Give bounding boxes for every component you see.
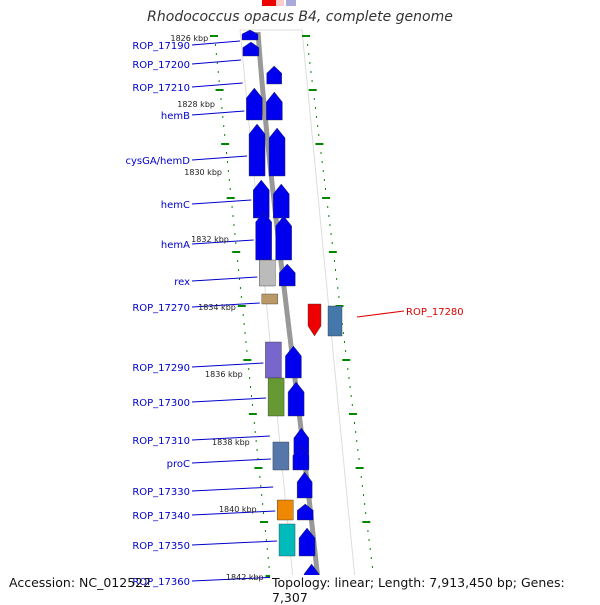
gene-feature	[246, 87, 263, 121]
gene-leader-line	[191, 199, 252, 205]
kbp-label: 1826 kbp	[171, 34, 209, 43]
kbp-label: 1834 kbp	[198, 303, 236, 312]
gene-leader-line	[191, 510, 276, 516]
gene-feature	[307, 303, 322, 337]
gene-label-text: ROP_17340	[132, 511, 190, 522]
gene-features	[241, 29, 343, 597]
gene-leader-line	[191, 486, 274, 492]
kbp-label: 1838 kbp	[212, 438, 250, 447]
kbp-label: 1830 kbp	[184, 168, 222, 177]
gene-leader-line	[191, 458, 271, 464]
gene-leader-line	[191, 110, 245, 116]
gene-leader-line	[191, 276, 258, 282]
gene-feature	[327, 305, 343, 337]
gene-label-text: hemB	[161, 111, 190, 122]
gene-leader-line	[191, 302, 260, 308]
gene-label-text: ROP_17350	[132, 541, 190, 552]
kbp-label: 1828 kbp	[177, 100, 215, 109]
gene-feature	[242, 41, 260, 57]
kbp-markers: 1826 kbp 1828 kbp 1830 kbp 1832 kbp 1834 kbp…	[171, 34, 264, 582]
gene-leader-line	[191, 397, 267, 403]
kbp-label: 1832 kbp	[191, 235, 229, 244]
gene-label-text: ROP_17290	[132, 363, 190, 374]
gene-feature	[296, 471, 313, 499]
gene-feature	[285, 345, 302, 379]
gene-label-text: ROP_17310	[132, 436, 190, 447]
genome-title: Rhodococcus opacus B4, complete genome	[147, 9, 453, 25]
gene-labels: ROP_17190 ROP_17200 ROP_17210 hemB cysGA/hem…	[125, 40, 464, 588]
gene-feature	[298, 527, 316, 557]
gene-leader-line	[191, 362, 264, 368]
gene-leader-line	[191, 82, 243, 88]
gene-label-text: proC	[167, 459, 190, 470]
gene-feature	[268, 127, 286, 177]
gene-feature	[266, 91, 283, 121]
gene-feature	[266, 65, 282, 85]
gene-feature	[277, 499, 294, 521]
gene-label-text: ROP_17270	[132, 303, 190, 314]
gene-label-text: ROP_17190	[132, 41, 190, 52]
gene-feature	[267, 377, 285, 417]
gene-label-text: ROP_17360	[132, 577, 190, 588]
gene-label-text: hemA	[161, 240, 190, 251]
gene-feature	[278, 523, 296, 557]
gene-feature	[297, 503, 314, 521]
gene-label-text: ROP_17200	[132, 60, 190, 71]
kbp-label: 1840 kbp	[219, 505, 257, 514]
gene-feature	[259, 259, 276, 287]
gene-feature	[273, 183, 290, 219]
gene-label-text: ROP_17280	[406, 307, 464, 318]
gene-leader-line	[191, 239, 254, 245]
gene-label-text: cysGA/hemD	[125, 156, 190, 167]
gene-feature	[253, 179, 270, 219]
gene-leader-line	[191, 59, 241, 65]
gene-feature	[241, 29, 259, 41]
gene-feature	[261, 293, 278, 305]
gene-feature	[272, 441, 290, 471]
gene-feature	[279, 263, 296, 287]
gene-feature	[265, 341, 282, 379]
gene-feature	[287, 381, 305, 417]
gene-label-text: ROP_17330	[132, 487, 190, 498]
kbp-label: 1842 kbp	[226, 573, 264, 582]
gene-leader-line	[356, 310, 405, 318]
gene-label-text: rex	[174, 277, 190, 288]
gene-feature	[275, 215, 292, 261]
gene-label-text: ROP_17210	[132, 83, 190, 94]
gene-label-text: ROP_17300	[132, 398, 190, 409]
genome-summary: Topology: linear; Length: 7,913,450 bp; …	[270, 575, 600, 605]
accession-text: Accession: NC_012522	[9, 575, 152, 590]
gene-feature	[292, 445, 310, 471]
top-partial-feature	[276, 0, 284, 6]
gene-leader-line	[191, 540, 278, 546]
gene-leader-line	[191, 40, 241, 46]
kbp-label: 1836 kbp	[205, 370, 243, 379]
gene-leader-line	[191, 435, 270, 441]
gene-leader-line	[191, 155, 248, 161]
gene-feature	[248, 123, 266, 177]
gene-label-text: hemC	[161, 200, 190, 211]
top-partial-feature	[262, 0, 276, 6]
top-partial-feature	[286, 0, 296, 6]
gene-feature	[255, 211, 272, 261]
gene-leader-line	[191, 576, 281, 582]
